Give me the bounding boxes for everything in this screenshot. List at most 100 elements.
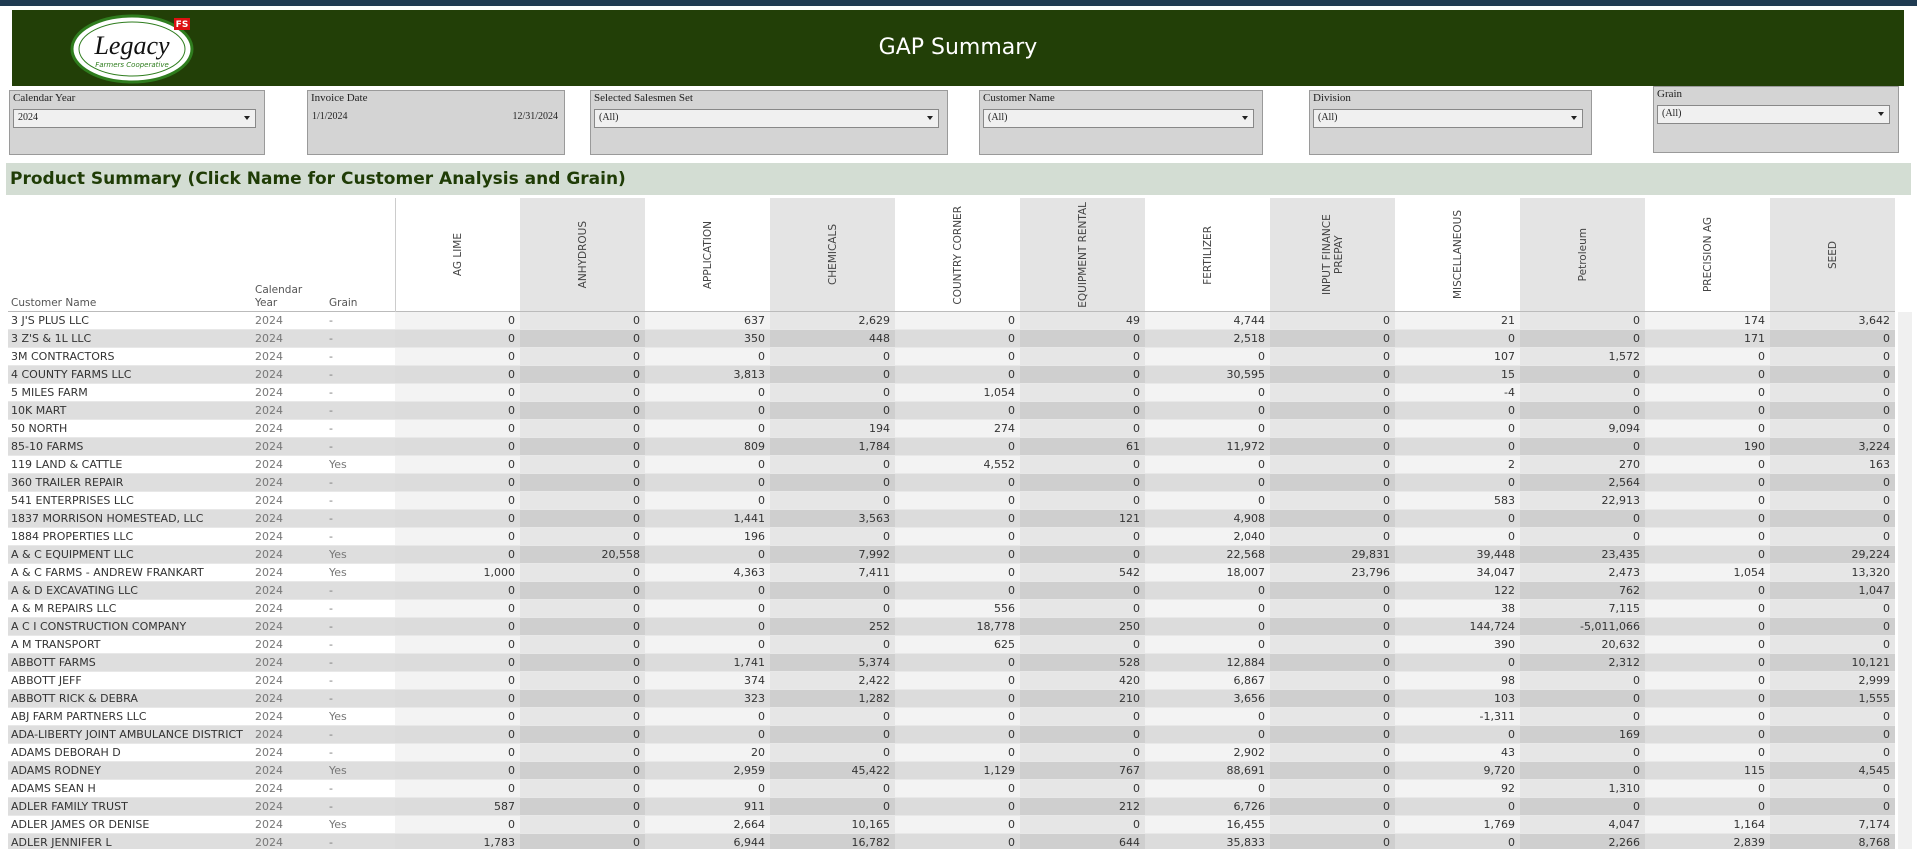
value-cell: 61 [1020, 438, 1145, 456]
table-row [8, 780, 395, 798]
filter-panel: Selected Salesmen Set (All) [590, 90, 948, 155]
year: 2024 [255, 800, 283, 813]
customer-name[interactable]: ADAMS RODNEY [11, 764, 101, 777]
grain: - [329, 440, 333, 453]
customer-name[interactable]: A & D EXCAVATING LLC [11, 584, 138, 597]
customer-name[interactable]: 50 NORTH [11, 422, 68, 435]
customer-name[interactable]: 3 Z'S & 1L LLC [11, 332, 92, 345]
customer-name[interactable]: 4 COUNTY FARMS LLC [11, 368, 132, 381]
customer-name[interactable]: ADLER JENNIFER L [11, 836, 112, 849]
customer-name[interactable]: ABBOTT RICK & DEBRA [11, 692, 138, 705]
value-cell: 0 [1020, 366, 1145, 384]
customer-name[interactable]: ADLER JAMES OR DENISE [11, 818, 150, 831]
grain: Yes [329, 818, 347, 831]
value-cell: 0 [1020, 348, 1145, 366]
value-cell: 0 [1020, 384, 1145, 402]
value-cell: 0 [895, 672, 1020, 690]
customer-name[interactable]: ADAMS DEBORAH D [11, 746, 121, 759]
year: 2024 [255, 746, 283, 759]
filter-panel: Division (All) [1309, 90, 1592, 155]
filter-dropdown[interactable]: 2024 [13, 109, 256, 128]
filter-dropdown[interactable]: (All) [983, 109, 1254, 128]
year: 2024 [255, 422, 283, 435]
value-cell: 8,768 [1770, 834, 1895, 849]
value-cell: 16,455 [1145, 816, 1270, 834]
filter-dropdown[interactable]: (All) [1657, 105, 1890, 124]
grain: Yes [329, 764, 347, 777]
value-cell: 0 [1270, 780, 1395, 798]
year: 2024 [255, 656, 283, 669]
value-cell: 4,744 [1145, 312, 1270, 330]
customer-name[interactable]: A M TRANSPORT [11, 638, 101, 651]
dropdown-arrow [1878, 112, 1884, 116]
customer-name[interactable]: 541 ENTERPRISES LLC [11, 494, 134, 507]
grain: - [329, 692, 333, 705]
value-cell: 270 [1520, 456, 1645, 474]
customer-name[interactable]: A & C EQUIPMENT LLC [11, 548, 134, 561]
value-cell: 0 [895, 546, 1020, 564]
value-cell: 0 [395, 816, 520, 834]
customer-name[interactable]: ABBOTT FARMS [11, 656, 96, 669]
value-cell: 0 [895, 744, 1020, 762]
value-cell: 0 [1395, 528, 1520, 546]
value-cell: 174 [1645, 312, 1770, 330]
customer-name[interactable]: 360 TRAILER REPAIR [11, 476, 124, 489]
value-cell: 0 [520, 384, 645, 402]
value-cell: 0 [1520, 528, 1645, 546]
value-cell: 0 [395, 672, 520, 690]
page-title: GAP Summary [878, 35, 1038, 60]
value-cell: 0 [1270, 708, 1395, 726]
customer-name[interactable]: 10K MART [11, 404, 67, 417]
value-cell: 0 [1520, 366, 1645, 384]
column-header-cell: SEED [1770, 198, 1895, 312]
year: 2024 [255, 530, 283, 543]
value-cell: 0 [520, 726, 645, 744]
header-rule [8, 311, 1895, 312]
value-cell: 0 [395, 348, 520, 366]
value-cell: 0 [1145, 348, 1270, 366]
value-cell: 0 [1770, 348, 1895, 366]
value-cell: 29,224 [1770, 546, 1895, 564]
dropdown-arrow [1242, 116, 1248, 120]
customer-name[interactable]: 5 MILES FARM [11, 386, 88, 399]
value-cell: 0 [1270, 798, 1395, 816]
customer-name[interactable]: ABJ FARM PARTNERS LLC [11, 710, 147, 723]
customer-name[interactable]: 1837 MORRISON HOMESTEAD, LLC [11, 512, 204, 525]
header-banner: FS Legacy Farmers Cooperative GAP Summar… [12, 10, 1904, 86]
customer-name[interactable]: A & M REPAIRS LLC [11, 602, 117, 615]
grain: - [329, 728, 333, 741]
value-cell: 0 [1145, 726, 1270, 744]
value-cell: 0 [395, 690, 520, 708]
value-cell: 0 [1645, 744, 1770, 762]
value-cell: 0 [395, 456, 520, 474]
value-cell: 0 [395, 474, 520, 492]
customer-name[interactable]: ADAMS SEAN H [11, 782, 96, 795]
customer-name[interactable]: ADA-LIBERTY JOINT AMBULANCE DISTRICT [11, 728, 243, 741]
value-cell: 1,047 [1770, 582, 1895, 600]
value-cell: 5,374 [770, 654, 895, 672]
value-cell: 0 [645, 402, 770, 420]
value-cell: 0 [895, 834, 1020, 849]
table-row [8, 654, 395, 672]
filter-dropdown[interactable]: (All) [1313, 109, 1583, 128]
customer-name[interactable]: ABBOTT JEFF [11, 674, 82, 687]
value-cell: 0 [395, 384, 520, 402]
customer-name[interactable]: 3M CONTRACTORS [11, 350, 115, 363]
value-cell: 1,783 [395, 834, 520, 849]
customer-name[interactable]: A & C FARMS - ANDREW FRANKART [11, 566, 204, 579]
customer-name[interactable]: 85-10 FARMS [11, 440, 84, 453]
grain: - [329, 476, 333, 489]
customer-name[interactable]: 3 J'S PLUS LLC [11, 314, 89, 327]
customer-name[interactable]: ADLER FAMILY TRUST [11, 800, 128, 813]
value-cell: 0 [770, 780, 895, 798]
value-cell: 1,555 [1770, 690, 1895, 708]
customer-name[interactable]: A C I CONSTRUCTION COMPANY [11, 620, 187, 633]
value-cell: 0 [1270, 618, 1395, 636]
customer-name[interactable]: 119 LAND & CATTLE [11, 458, 123, 471]
value-cell: 2,959 [645, 762, 770, 780]
value-cell: 0 [895, 330, 1020, 348]
filter-dropdown[interactable]: (All) [594, 109, 939, 128]
customer-name[interactable]: 1884 PROPERTIES LLC [11, 530, 134, 543]
value-cell: 528 [1020, 654, 1145, 672]
value-cell: 0 [1395, 420, 1520, 438]
